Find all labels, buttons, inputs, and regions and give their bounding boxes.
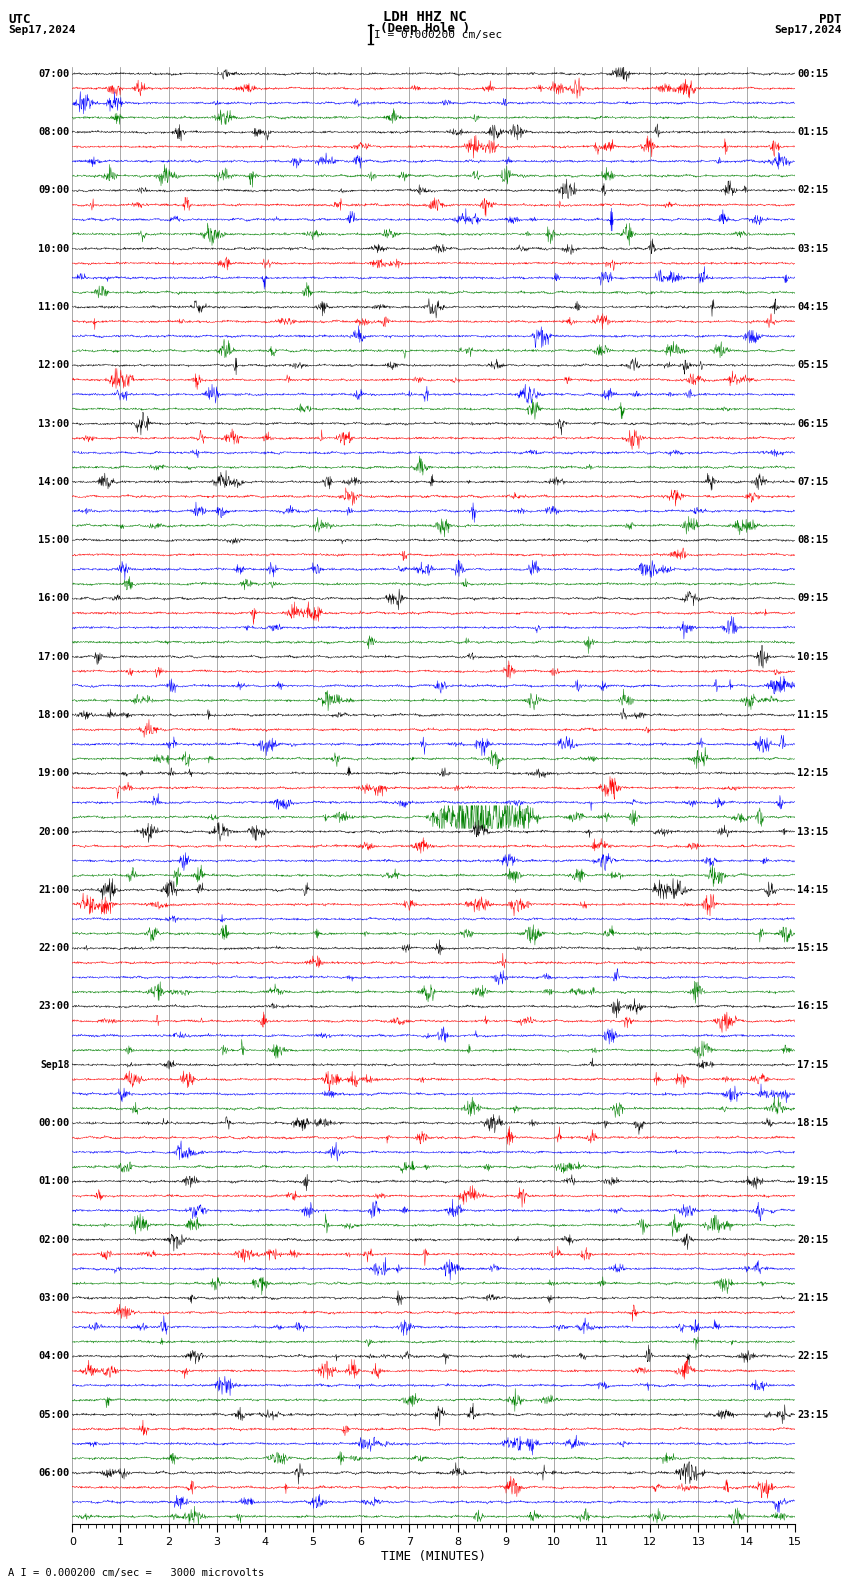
Text: 00:15: 00:15 bbox=[797, 68, 829, 79]
Text: 23:00: 23:00 bbox=[38, 1001, 70, 1012]
Text: 16:00: 16:00 bbox=[38, 594, 70, 604]
Text: 22:15: 22:15 bbox=[797, 1351, 829, 1361]
Text: 05:00: 05:00 bbox=[38, 1410, 70, 1419]
Text: 06:15: 06:15 bbox=[797, 418, 829, 429]
Text: 10:15: 10:15 bbox=[797, 651, 829, 662]
Text: 18:00: 18:00 bbox=[38, 710, 70, 721]
Text: 02:00: 02:00 bbox=[38, 1234, 70, 1245]
Text: Sep17,2024: Sep17,2024 bbox=[774, 25, 842, 35]
Text: UTC: UTC bbox=[8, 13, 31, 25]
Text: 07:15: 07:15 bbox=[797, 477, 829, 486]
Text: 15:00: 15:00 bbox=[38, 535, 70, 545]
Text: 20:15: 20:15 bbox=[797, 1234, 829, 1245]
Text: 19:00: 19:00 bbox=[38, 768, 70, 778]
Text: 19:15: 19:15 bbox=[797, 1177, 829, 1186]
Text: 01:15: 01:15 bbox=[797, 127, 829, 138]
Text: 21:15: 21:15 bbox=[797, 1293, 829, 1304]
Text: 02:15: 02:15 bbox=[797, 185, 829, 195]
Text: 21:00: 21:00 bbox=[38, 885, 70, 895]
Text: 09:15: 09:15 bbox=[797, 594, 829, 604]
Text: PDT: PDT bbox=[819, 13, 842, 25]
Text: 06:00: 06:00 bbox=[38, 1468, 70, 1478]
Text: I = 0.000200 cm/sec: I = 0.000200 cm/sec bbox=[374, 30, 502, 40]
Text: 12:15: 12:15 bbox=[797, 768, 829, 778]
Text: 04:15: 04:15 bbox=[797, 303, 829, 312]
Text: 08:00: 08:00 bbox=[38, 127, 70, 138]
Text: 11:00: 11:00 bbox=[38, 303, 70, 312]
Text: 14:15: 14:15 bbox=[797, 885, 829, 895]
Text: LDH HHZ NC: LDH HHZ NC bbox=[383, 10, 467, 24]
X-axis label: TIME (MINUTES): TIME (MINUTES) bbox=[381, 1549, 486, 1563]
Text: 20:00: 20:00 bbox=[38, 827, 70, 836]
Text: 04:00: 04:00 bbox=[38, 1351, 70, 1361]
Text: 17:00: 17:00 bbox=[38, 651, 70, 662]
Text: 13:00: 13:00 bbox=[38, 418, 70, 429]
Text: 00:00: 00:00 bbox=[38, 1118, 70, 1128]
Text: 05:15: 05:15 bbox=[797, 360, 829, 371]
Text: 03:15: 03:15 bbox=[797, 244, 829, 253]
Text: 22:00: 22:00 bbox=[38, 942, 70, 954]
Text: 18:15: 18:15 bbox=[797, 1118, 829, 1128]
Text: 15:15: 15:15 bbox=[797, 942, 829, 954]
Text: 13:15: 13:15 bbox=[797, 827, 829, 836]
Text: 01:00: 01:00 bbox=[38, 1177, 70, 1186]
Text: 03:00: 03:00 bbox=[38, 1293, 70, 1304]
Text: 10:00: 10:00 bbox=[38, 244, 70, 253]
Text: 11:15: 11:15 bbox=[797, 710, 829, 721]
Text: (Deep Hole ): (Deep Hole ) bbox=[380, 22, 470, 35]
Text: 14:00: 14:00 bbox=[38, 477, 70, 486]
Text: 07:00: 07:00 bbox=[38, 68, 70, 79]
Text: Sep18: Sep18 bbox=[40, 1060, 70, 1069]
Text: 17:15: 17:15 bbox=[797, 1060, 829, 1069]
Text: 16:15: 16:15 bbox=[797, 1001, 829, 1012]
Text: 12:00: 12:00 bbox=[38, 360, 70, 371]
Text: 23:15: 23:15 bbox=[797, 1410, 829, 1419]
Text: 08:15: 08:15 bbox=[797, 535, 829, 545]
Text: 09:00: 09:00 bbox=[38, 185, 70, 195]
Text: Sep17,2024: Sep17,2024 bbox=[8, 25, 76, 35]
Text: A I = 0.000200 cm/sec =   3000 microvolts: A I = 0.000200 cm/sec = 3000 microvolts bbox=[8, 1568, 264, 1578]
